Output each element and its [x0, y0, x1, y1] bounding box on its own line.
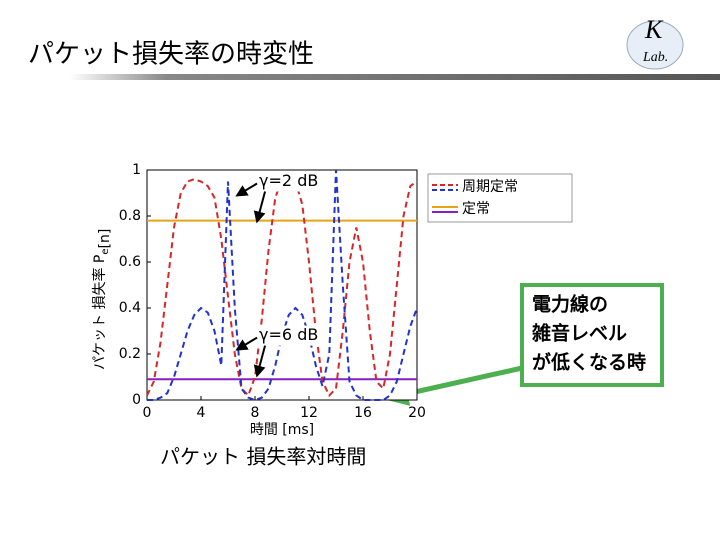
y-tick-label: 1 — [132, 162, 141, 178]
legend-box — [427, 173, 573, 223]
x-tick-label: 0 — [143, 405, 152, 421]
annotation-arrow — [235, 182, 258, 197]
y-axis-label-part: e — [100, 249, 111, 255]
x-tick-label: 4 — [197, 405, 206, 421]
logo-lab: Lab. — [642, 50, 668, 65]
logo-k: K — [644, 15, 664, 44]
annotation-arrow — [235, 336, 258, 351]
y-tick-label: 0 — [132, 392, 141, 408]
y-tick-label: 0.2 — [119, 346, 141, 362]
legend-label: 定常 — [462, 201, 490, 217]
x-tick-label: 20 — [408, 405, 426, 421]
x-tick-label: 8 — [251, 405, 260, 421]
logo: K Lab. — [626, 15, 684, 70]
annotation-arrow — [253, 345, 267, 378]
chart: 0 0.2 0.4 0.6 0.8 1 0 4 8 12 16 20 時間 [ms] パケット 損失率 P… — [91, 162, 573, 438]
slide-title: パケット損失率の時変性 — [28, 40, 314, 70]
legend-label: 周期定常 — [462, 179, 518, 195]
annotation-bg — [257, 171, 320, 192]
y-tick-label: 0.8 — [119, 208, 141, 224]
callout-line: 電力線の — [532, 293, 608, 316]
series-line — [146, 175, 418, 398]
x-tick-label: 12 — [300, 405, 318, 421]
title-bar — [70, 74, 720, 80]
callout-line: が低くなる時 — [532, 351, 646, 374]
annotation-bg — [257, 325, 320, 346]
plot-area — [146, 169, 418, 401]
x-tick-label: 16 — [354, 405, 372, 421]
x-axis-label: 時間 [ms] — [250, 422, 314, 438]
y-tick-label: 0.6 — [119, 254, 141, 270]
y-axis-label-part: [n] — [97, 229, 113, 249]
y-tick-label: 0.4 — [119, 300, 141, 316]
y-axis-label: パケット 損失率 Pe[n] — [91, 229, 113, 370]
annotation: γ=6 dB — [259, 325, 318, 344]
callout-box — [520, 283, 664, 387]
y-axis-label-part: パケット 損失率 P — [91, 255, 108, 370]
annotation-arrow — [253, 191, 267, 224]
annotation: γ=2 dB — [259, 171, 318, 190]
callout-line: 雑音レベル — [531, 322, 627, 345]
caption: パケット 損失率対時間 — [160, 445, 366, 469]
